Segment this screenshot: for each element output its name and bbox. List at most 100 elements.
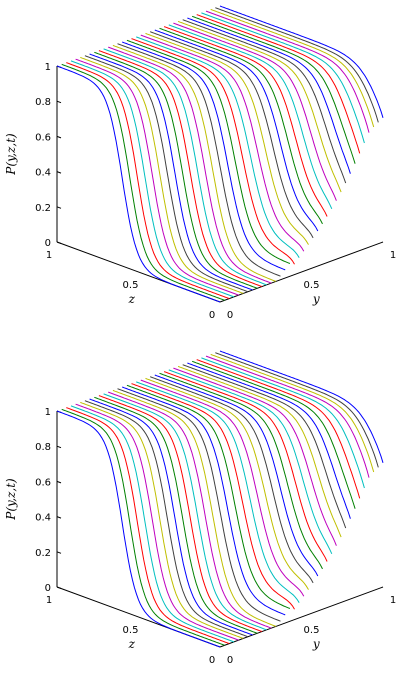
y-axis-line [219, 586, 384, 648]
p-tick [56, 516, 62, 519]
series-line [103, 393, 267, 631]
series-line [177, 365, 342, 538]
series-line [98, 395, 263, 632]
series-line [136, 381, 300, 603]
series-line [80, 401, 244, 639]
series-line [210, 8, 375, 128]
series-line [94, 396, 258, 634]
series-line [196, 359, 361, 499]
series-line [98, 50, 263, 287]
y-tick-label: 1 [390, 595, 396, 606]
y-axis-label: y [312, 637, 320, 651]
series-line [108, 391, 272, 629]
series-line [75, 403, 239, 641]
p-tick-label: 0 [45, 238, 51, 249]
p-tick-label: 0.6 [35, 132, 51, 143]
p-tick [56, 100, 62, 104]
p-axis-label: P(y,z,t) [4, 133, 18, 176]
series-line [117, 43, 281, 277]
z-tick-label: 0.5 [123, 625, 139, 636]
series-line [173, 22, 337, 201]
series-line [131, 383, 295, 610]
series-line [173, 367, 337, 546]
p-tick-label: 0.6 [35, 477, 51, 488]
series-line [154, 29, 319, 232]
series-line [61, 63, 225, 301]
series-line [131, 38, 295, 265]
p-tick [56, 135, 62, 139]
z-tick-label: 0 [209, 310, 215, 321]
series-line [89, 53, 253, 291]
series-line [136, 36, 300, 258]
y-axis-label: y [312, 292, 320, 306]
series-line [215, 7, 379, 123]
series-line [215, 352, 379, 468]
series-line [56, 65, 221, 303]
y-tick-label: 0.5 [304, 280, 320, 291]
series-line [126, 384, 291, 609]
z-tick-label: 0.5 [123, 280, 139, 291]
p-tick-label: 1 [45, 407, 51, 418]
p-tick-label: 0.2 [35, 548, 51, 559]
p-tick-label: 0 [45, 583, 51, 594]
series-line [140, 34, 305, 252]
series-line [149, 376, 314, 584]
series-line [94, 51, 258, 289]
z-axis-label: z [128, 637, 136, 651]
series-line [84, 55, 249, 293]
series-line [196, 14, 361, 154]
z-tick-label: 0 [209, 655, 215, 666]
series-line [159, 27, 323, 225]
series-line [168, 24, 333, 210]
chart-panel-bottom: 0 0.2 0.4 0.6 0.8 1 0 0.5 1 0 0.5 1 z y P(y,z,t) [0, 345, 405, 690]
series-line [140, 379, 305, 597]
series-line [159, 372, 323, 570]
p-axis-label: P(y,z,t) [4, 478, 18, 521]
z-axis-label: z [128, 292, 136, 306]
series-line [70, 60, 235, 298]
series-line [191, 15, 356, 164]
p-tick [56, 445, 62, 449]
series-line [66, 407, 230, 645]
series-line [205, 355, 370, 478]
series-line [117, 388, 281, 622]
p-tick [56, 171, 62, 174]
series-line [191, 360, 356, 509]
y-tick-label: 1 [390, 250, 396, 261]
y-axis-line [219, 241, 384, 303]
series-line [103, 48, 267, 286]
series-line [154, 374, 319, 577]
series-line [89, 398, 253, 636]
series-line [122, 386, 286, 616]
series-line [56, 410, 221, 648]
series-line [145, 377, 309, 590]
series-line [80, 56, 244, 294]
series-line [201, 357, 365, 489]
chart-panel-top: 0 0.2 0.4 0.6 0.8 1 0 0.5 1 0 0.5 1 z y P(y,z,t) [4, 5, 396, 321]
series-line [163, 26, 328, 217]
series-line [145, 32, 309, 245]
series-line [205, 10, 370, 133]
p-tick [56, 206, 62, 209]
p-tick-label: 0.4 [35, 168, 51, 179]
series-line [75, 58, 239, 296]
z-tick-label: 1 [46, 595, 52, 606]
series-line [219, 5, 384, 118]
p-tick-label: 0.4 [35, 513, 51, 524]
z-tick-label: 1 [46, 250, 52, 261]
p-tick [56, 586, 62, 589]
p-tick [56, 551, 62, 554]
series-line [163, 371, 328, 562]
series-line [182, 364, 347, 529]
curves [56, 350, 384, 648]
series-line [66, 62, 230, 300]
p-tick-label: 0.8 [35, 97, 51, 108]
series-line [112, 44, 277, 282]
series-line [168, 369, 333, 555]
p-tick-label: 0.8 [35, 442, 51, 453]
series-line [84, 400, 249, 638]
series-line [182, 19, 347, 184]
p-tick [56, 241, 62, 244]
